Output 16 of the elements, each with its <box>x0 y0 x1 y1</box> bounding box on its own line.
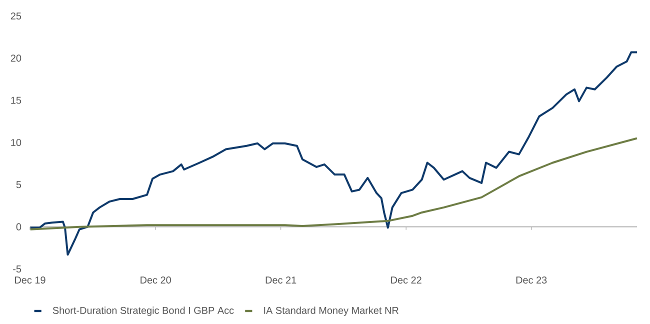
x-tick-label: Dec 20 <box>140 276 171 284</box>
y-tick-label: 10 <box>11 138 22 146</box>
x-tick-label: Dec 21 <box>266 276 296 284</box>
x-tick-label: Dec 23 <box>516 276 547 284</box>
legend-label: Short-Duration Strategic Bond I GBP Acc <box>52 306 234 316</box>
x-tick-label: Dec 19 <box>15 276 46 284</box>
y-tick-label: 20 <box>10 54 22 62</box>
y-tick-label: 25 <box>10 12 22 20</box>
line-series <box>29 137 638 230</box>
y-tick-label: 5 <box>16 181 22 188</box>
x-tick-label: Dec 22 <box>391 276 422 284</box>
y-tick-label: 15 <box>11 96 22 104</box>
y-tick-label: -5 <box>13 266 22 272</box>
y-tick-label: 0 <box>16 223 22 230</box>
legend-label: IA Standard Money Market NR <box>264 306 398 316</box>
line-series <box>29 51 638 256</box>
